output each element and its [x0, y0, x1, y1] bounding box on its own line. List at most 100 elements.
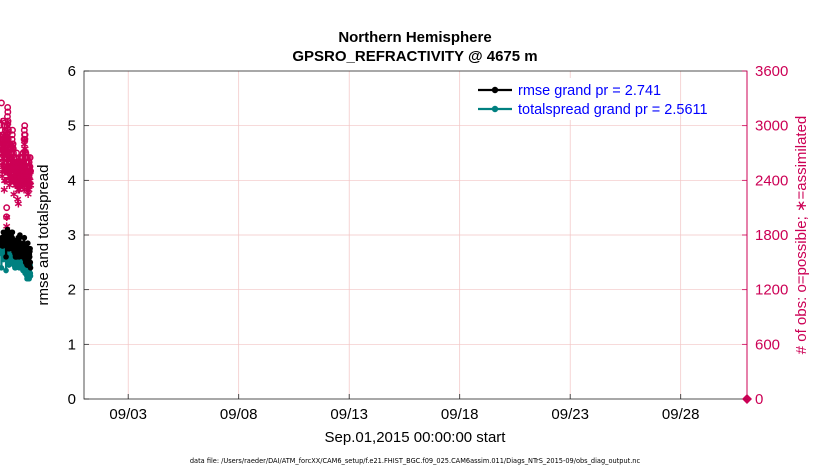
- obs-assimilated-marker: ∗: [3, 114, 13, 128]
- obs-assimilated-marker: ∗: [0, 128, 8, 142]
- obs-assimilated-marker: ∗: [4, 151, 14, 165]
- obs-assimilated-marker: ∗: [4, 164, 14, 178]
- obs-assimilated-marker: ∗: [20, 133, 30, 147]
- obs-assimilated-marker: ∗: [11, 164, 21, 178]
- obs-assimilated-marker: ∗: [0, 146, 7, 160]
- obs-assimilated-marker: ∗: [24, 174, 34, 188]
- obs-assimilated-marker: ∗: [21, 178, 31, 192]
- y-tick-label-left: 3: [68, 227, 76, 244]
- obs-assimilated-marker: ∗: [11, 174, 21, 188]
- obs-possible-marker: [26, 154, 34, 162]
- obs-assimilated-marker: ∗: [23, 178, 33, 192]
- obs-assimilated-marker: ∗: [15, 169, 25, 183]
- obs-assimilated-marker: ∗: [0, 146, 10, 160]
- obs-possible-marker: [3, 204, 11, 212]
- rmse-point: [27, 265, 34, 271]
- chart-subtitle: GPSRO_REFRACTIVITY @ 4675 m: [292, 48, 537, 65]
- chart-title: Northern Hemisphere: [338, 29, 491, 46]
- obs-assimilated-marker: ∗: [0, 146, 8, 160]
- rmse-point: [21, 234, 28, 241]
- obs-assimilated-marker: ∗: [16, 174, 26, 188]
- obs-assimilated-marker: ∗: [19, 142, 29, 156]
- obs-assimilated-marker: ∗: [0, 164, 10, 178]
- obs-assimilated-marker: ∗: [3, 119, 13, 133]
- obs-assimilated-marker: ∗: [5, 160, 15, 174]
- y-tick-label-left: 4: [68, 172, 76, 189]
- obs-assimilated-marker: ∗: [0, 146, 9, 160]
- obs-assimilated-marker: ∗: [24, 169, 34, 183]
- rmse-point: [17, 232, 23, 238]
- obs-assimilated-marker: ∗: [21, 169, 31, 183]
- obs-assimilated-marker: ∗: [0, 151, 8, 165]
- obs-assimilated-marker: ∗: [1, 174, 11, 188]
- obs-assimilated-marker: ∗: [6, 174, 16, 188]
- obs-assimilated-marker: ∗: [8, 151, 18, 165]
- y-tick-label-right: 3000: [755, 118, 788, 135]
- obs-assimilated-marker: ∗: [0, 142, 9, 156]
- obs-assimilated-marker: ∗: [13, 169, 23, 183]
- obs-assimilated-marker: ∗: [10, 174, 20, 188]
- obs-assimilated-marker: ∗: [12, 169, 22, 183]
- legend-spread-label: totalspread grand pr = 2.5611: [518, 102, 708, 118]
- obs-assimilated-marker: ∗: [20, 142, 30, 156]
- obs-assimilated-marker: ∗: [2, 210, 12, 224]
- obs-assimilated-marker: ∗: [12, 178, 22, 192]
- obs-assimilated-marker: ∗: [6, 169, 16, 183]
- obs-assimilated-marker: ∗: [3, 128, 13, 142]
- obs-assimilated-marker: ∗: [17, 169, 27, 183]
- obs-assimilated-marker: ∗: [0, 142, 8, 156]
- x-tick-label: 09/18: [441, 406, 479, 423]
- obs-assimilated-marker: ∗: [2, 123, 12, 137]
- obs-assimilated-marker: ∗: [22, 174, 32, 188]
- obs-possible-marker: [3, 213, 10, 221]
- spread-point: [27, 273, 34, 279]
- y-axis-left: 0 1 2 3 4 5 6: [68, 63, 89, 408]
- rmse-point: [25, 240, 31, 246]
- obs-assimilated-marker: ∗: [0, 133, 10, 147]
- obs-assimilated-marker: ∗: [0, 160, 7, 174]
- obs-assimilated-marker: ∗: [21, 174, 31, 188]
- obs-possible-marker: [4, 103, 12, 111]
- obs-assimilated-marker: ∗: [25, 164, 35, 178]
- obs-assimilated-marker: ∗: [20, 164, 30, 178]
- obs-assimilated-marker: ∗: [12, 160, 22, 174]
- obs-assimilated-marker: ∗: [18, 174, 28, 188]
- y-tick-label-right: 3600: [755, 63, 788, 80]
- rmse-point: [27, 245, 33, 252]
- obs-assimilated-marker: ∗: [14, 178, 24, 192]
- x-tick-label: 09/13: [330, 406, 368, 423]
- obs-possible-marker: [13, 149, 21, 157]
- series-layer: ∗∗∗∗∗∗∗∗∗∗∗∗∗∗∗∗∗∗∗∗∗∗∗∗∗∗∗∗∗∗∗∗∗∗∗∗∗∗∗∗…: [0, 99, 752, 404]
- obs-assimilated-marker: ∗: [0, 137, 9, 151]
- obs-assimilated-marker: ∗: [7, 160, 17, 174]
- obs-assimilated-marker: ∗: [15, 169, 25, 183]
- rmse-point: [3, 254, 9, 260]
- legend-box: [474, 78, 674, 120]
- obs-assimilated-marker: ∗: [14, 169, 24, 183]
- obs-assimilated-marker: ∗: [2, 142, 12, 156]
- y-tick-label-left: 5: [68, 118, 76, 135]
- obs-assimilated-marker: ∗: [25, 178, 35, 192]
- y-tick-label-right: 2400: [755, 172, 788, 189]
- obs-possible-marker: [10, 176, 18, 184]
- obs-assimilated-marker: ∗: [22, 174, 32, 188]
- obs-assimilated-marker: ∗: [0, 155, 8, 169]
- obs-possible-marker: [9, 126, 16, 134]
- y-axis-right: 0 600 1200 1800 2400 3000 3600: [742, 63, 788, 408]
- rmse-point: [26, 254, 33, 260]
- obs-assimilated-marker: ∗: [16, 174, 26, 188]
- obs-assimilated-marker: ∗: [18, 169, 28, 183]
- obs-assimilated-marker: ∗: [8, 155, 18, 169]
- obs-possible-marker: [27, 167, 34, 175]
- y-axis-label-right: # of obs: o=possible; ∗=assimilated: [793, 116, 810, 355]
- y-tick-label-right: 1200: [755, 282, 788, 299]
- rmse-point: [27, 259, 34, 266]
- obs-assimilated-marker: ∗: [7, 142, 17, 156]
- obs-assimilated-marker: ∗: [24, 178, 34, 192]
- obs-assimilated-marker: ∗: [13, 183, 23, 197]
- rmse-point: [9, 229, 16, 236]
- x-tick-label: 09/03: [109, 406, 147, 423]
- x-tick-label: 09/08: [220, 406, 258, 423]
- y-tick-label-right: 0: [755, 391, 763, 408]
- legend-rmse-label: rmse grand pr = 2.741: [518, 83, 661, 99]
